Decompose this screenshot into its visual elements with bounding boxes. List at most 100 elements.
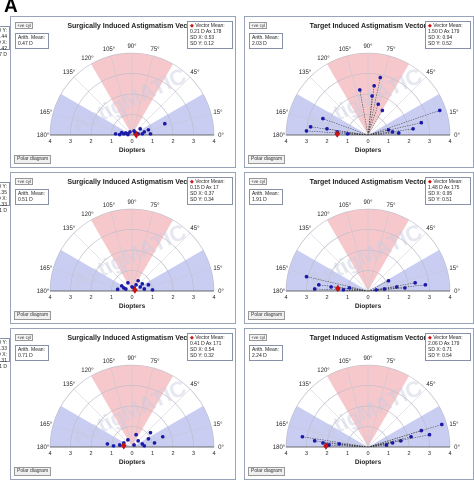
tick-label: 3 <box>69 139 72 145</box>
tick-label: 2 <box>171 451 174 457</box>
tick-label: 1 <box>387 139 390 145</box>
vector-mean-legend: ◆ Vector Mean: 2.06 D Ax 179 SD X: 0.71 SD … <box>425 333 471 361</box>
diamond-icon: ◆ <box>428 23 434 29</box>
arith-mean-box: Arith. Mean: 0.71 D <box>15 345 49 361</box>
tick-label: 1 <box>151 295 154 301</box>
polar-spoke <box>288 269 369 292</box>
cyl-tag[interactable]: +ve cyl <box>249 334 268 341</box>
arith-mean-value: 0.71 D <box>18 353 33 359</box>
data-point <box>113 132 118 136</box>
angle-label: 180° <box>37 445 50 451</box>
vector-line <box>343 289 369 292</box>
vector-mean-row: ◆ Vector Mean: <box>428 179 468 185</box>
partial-info-line: 0.47 D <box>0 52 7 58</box>
data-point <box>150 288 155 292</box>
angle-label: 90° <box>363 356 373 362</box>
cyl-tag[interactable]: +ve cyl <box>15 178 34 185</box>
polar-spoke <box>73 232 133 292</box>
wtr-wedge-right <box>132 250 214 291</box>
angle-label: 90° <box>363 44 373 50</box>
angle-label: 105° <box>339 203 352 209</box>
polar-panel: Target Induced Astigmatism Vector 0° 15° 45… <box>244 16 474 168</box>
vector-mean-value: 1.50 D Ax 179 <box>428 29 460 35</box>
polar-diagram-tab[interactable]: Polar diagram <box>248 467 286 476</box>
tick-label: 3 <box>305 139 308 145</box>
cyl-tag[interactable]: +ve cyl <box>15 334 34 341</box>
partial-info-box: SD Y: 0.35SD X: 0.330.51 D <box>0 182 10 214</box>
partial-info-line: SD Y: 0.35 <box>0 184 7 196</box>
data-point <box>142 287 147 291</box>
angle-label: 180° <box>37 133 50 139</box>
vector-line <box>347 133 369 136</box>
data-point <box>304 274 309 279</box>
polar-diagram-tab[interactable]: Polar diagram <box>248 155 286 164</box>
vector-line <box>367 122 422 136</box>
vector-line <box>302 436 369 448</box>
angle-label: 90° <box>363 200 373 206</box>
tick-label: 4 <box>212 139 215 145</box>
tick-label: 3 <box>305 295 308 301</box>
data-point <box>146 128 151 132</box>
polar-diagram-tab[interactable]: Polar diagram <box>14 467 52 476</box>
data-point <box>128 130 132 134</box>
data-point <box>136 278 140 283</box>
polar-diagram-tab[interactable]: Polar diagram <box>14 311 52 320</box>
polar-spoke <box>367 367 390 448</box>
sd-y-value: SD Y: 0.52 <box>428 41 452 47</box>
tick-label: 1 <box>346 295 349 301</box>
polar-spoke <box>288 113 369 136</box>
angle-label: 75° <box>386 359 396 365</box>
angle-label: 120° <box>81 212 94 218</box>
angle-label: 0° <box>454 445 460 451</box>
data-point <box>126 281 130 285</box>
data-point <box>115 287 120 292</box>
diamond-icon: ◆ <box>190 179 196 185</box>
vector-mean-legend: ◆ Vector Mean: 0.41 D Ax 171 SD X: 0.54 SD … <box>187 333 233 361</box>
cyl-tag[interactable]: +ve cyl <box>249 178 268 185</box>
data-point <box>304 129 309 133</box>
tick-label: 4 <box>284 295 287 301</box>
data-point <box>126 438 130 442</box>
cyl-tag[interactable]: +ve cyl <box>15 22 34 29</box>
angle-label: 45° <box>426 70 436 76</box>
polar-spoke <box>309 388 369 448</box>
tick-label: 1 <box>346 139 349 145</box>
tick-label: 4 <box>284 139 287 145</box>
tick-label: 0 <box>130 295 133 301</box>
angle-label: 15° <box>449 422 459 428</box>
angle-label: 0° <box>218 445 224 451</box>
vector-mean-value: 2.06 D Ax 179 <box>428 341 460 347</box>
data-point <box>105 442 110 446</box>
chart-title: Target Induced Astigmatism Vector <box>310 179 427 186</box>
data-point <box>413 281 417 285</box>
data-point <box>440 422 444 427</box>
tick-label: 4 <box>448 295 451 301</box>
data-point <box>142 130 147 134</box>
angle-label: 135° <box>63 382 76 388</box>
polar-diagram-tab[interactable]: Polar diagram <box>248 311 286 320</box>
tick-label: 0 <box>366 139 369 145</box>
vector-line <box>349 287 369 292</box>
vector-mean-label: Vector Mean: <box>433 335 463 341</box>
angle-label: 45° <box>426 382 436 388</box>
chart-title: Surgically Induced Astigmatism Vector <box>67 179 197 186</box>
tick-label: 4 <box>212 451 215 457</box>
wtr-wedge-left <box>50 94 132 135</box>
partial-info-line: 0.51 D <box>0 208 7 214</box>
angle-label: 15° <box>213 266 223 272</box>
polar-diagram-tab[interactable]: Polar diagram <box>14 155 52 164</box>
polar-chart: Target Induced Astigmatism Vector 0° 15° 45… <box>273 335 461 466</box>
angle-label: 0° <box>454 289 460 295</box>
vector-mean-label: Vector Mean: <box>433 179 463 185</box>
angle-label: 15° <box>213 422 223 428</box>
wtr-wedge-left <box>286 250 368 291</box>
cyl-tag[interactable]: +ve cyl <box>249 22 268 29</box>
x-axis-label: Diopters <box>119 303 146 310</box>
tick-label: 1 <box>387 295 390 301</box>
data-point <box>329 285 333 289</box>
angle-label: 45° <box>426 226 436 232</box>
angle-label: 165° <box>276 266 289 272</box>
sd-y-value: SD Y: 0.54 <box>428 353 452 359</box>
polar-spoke <box>367 388 427 448</box>
vector-mean-legend: ◆ Vector Mean: 1.48 D Ax 175 SD X: 0.95 SD … <box>425 177 471 205</box>
